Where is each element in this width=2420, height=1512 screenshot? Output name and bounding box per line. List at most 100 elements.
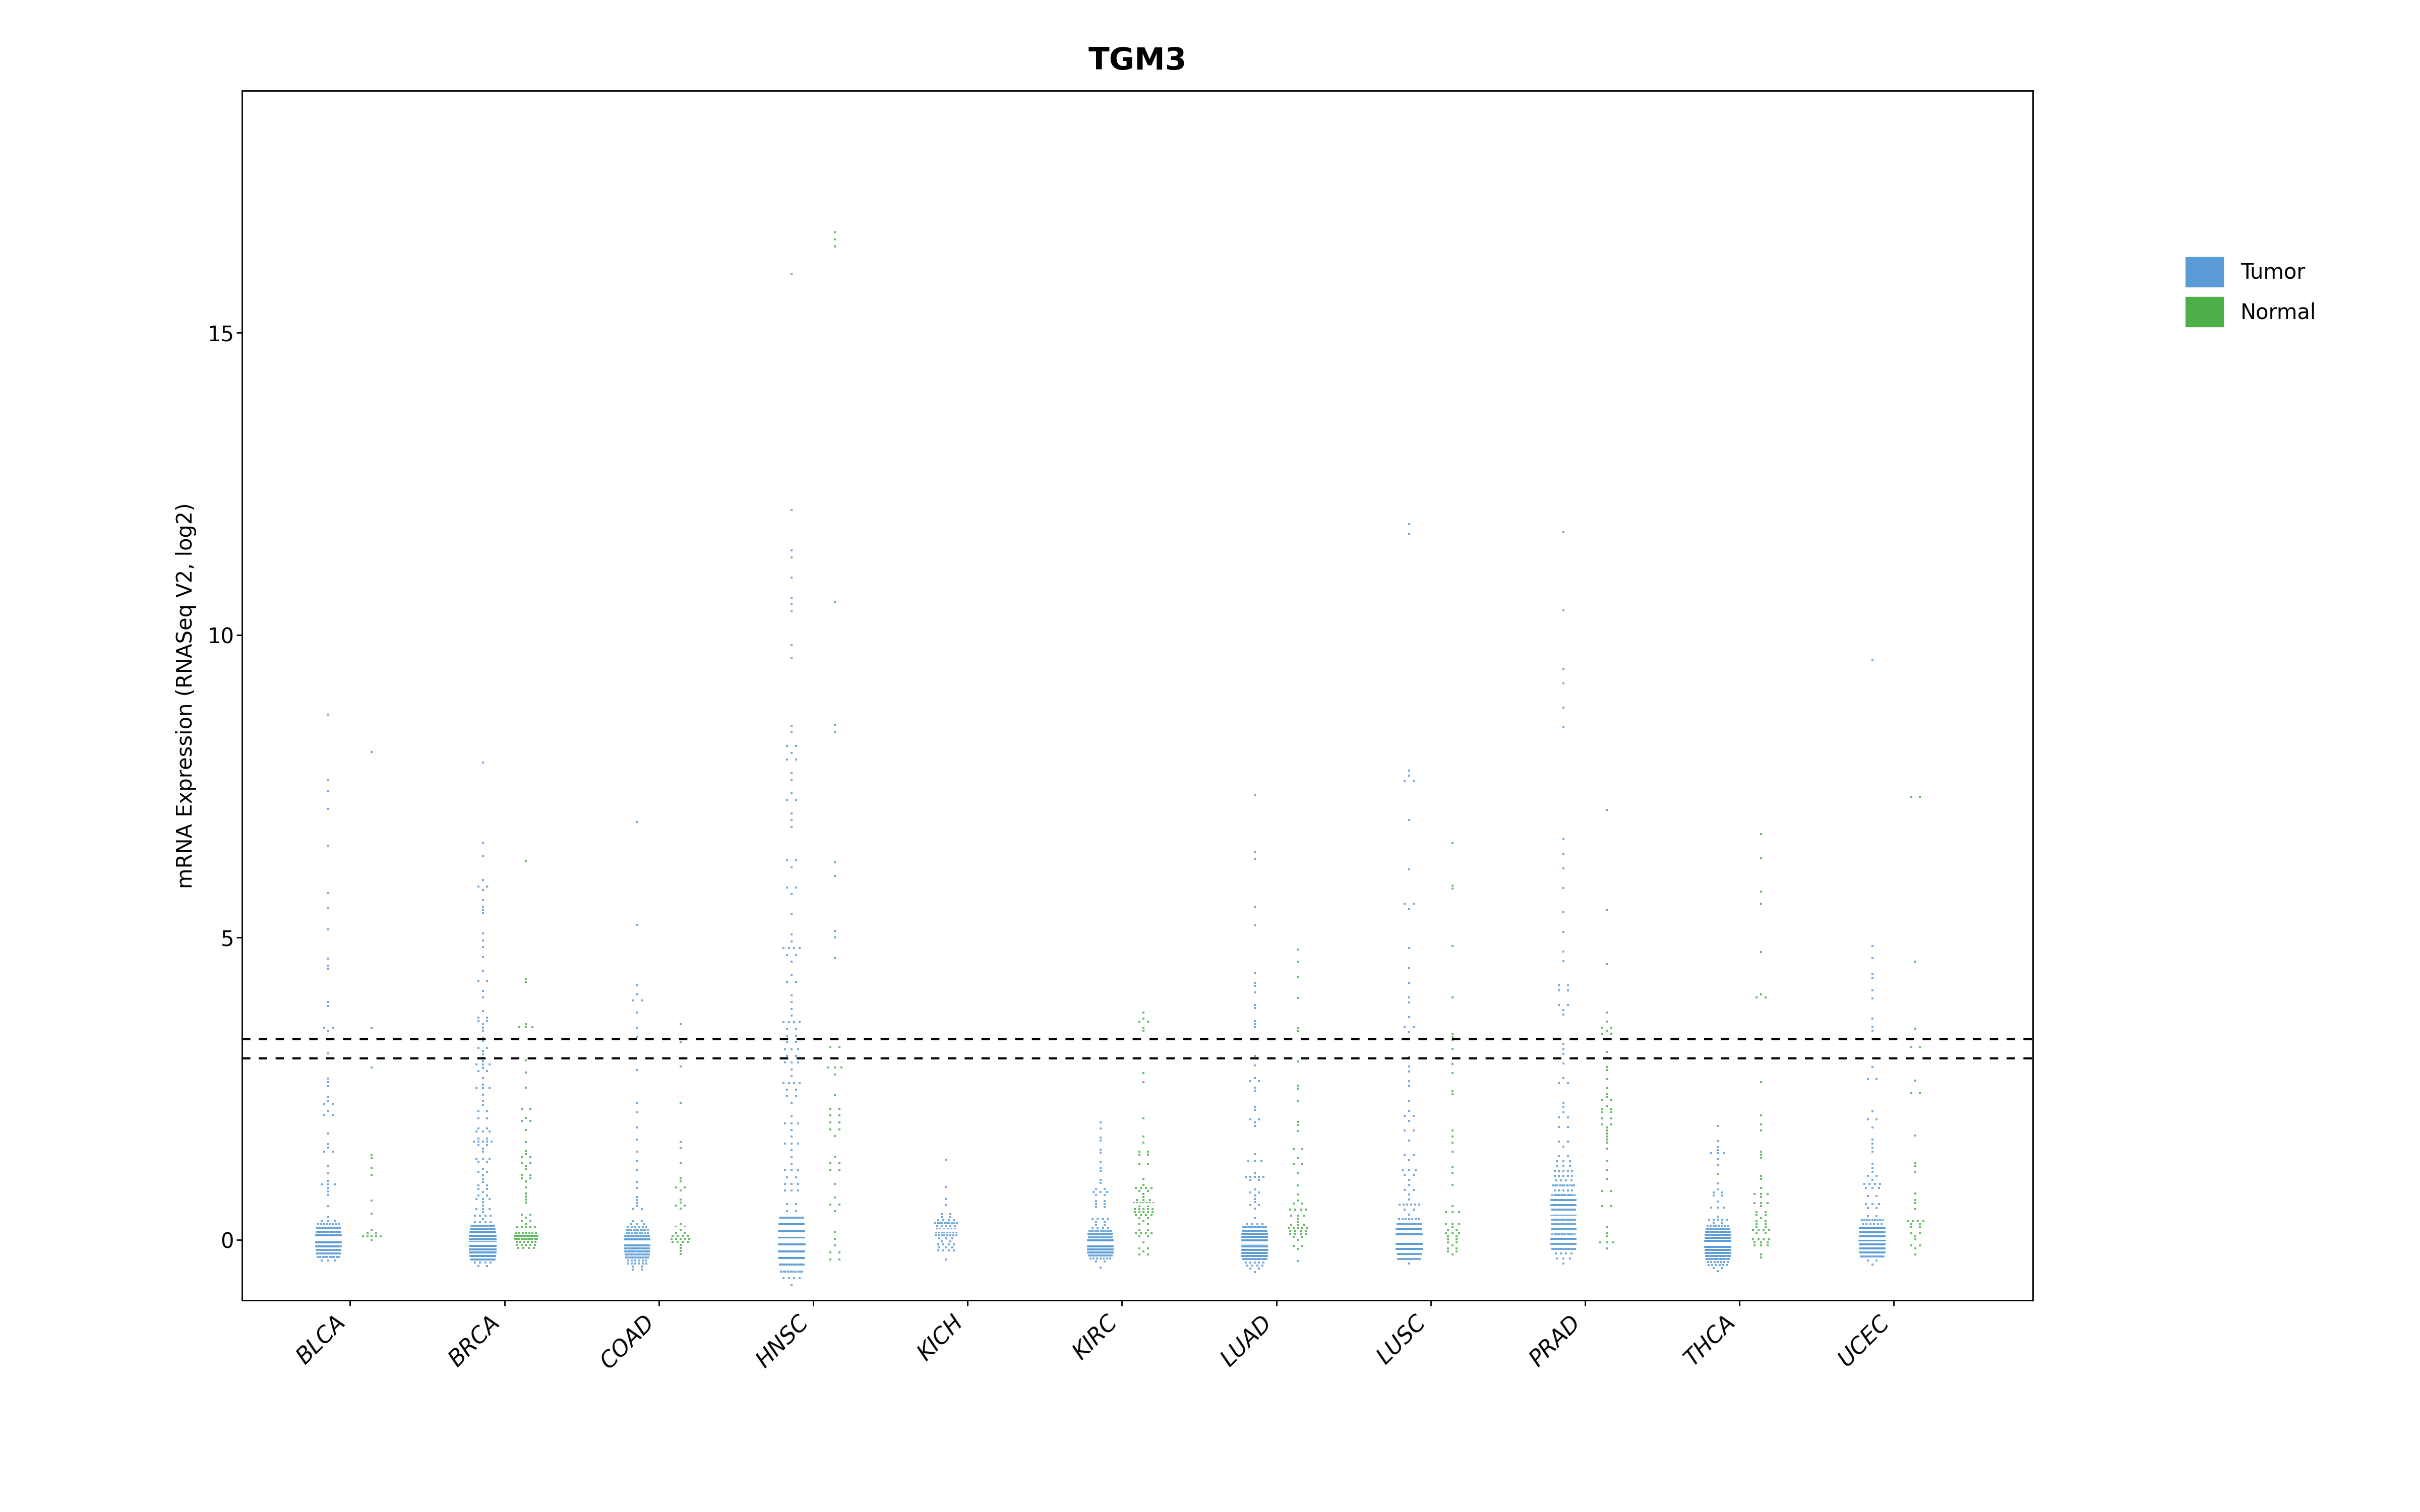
Point [1244, 1231, 1283, 1255]
Point [322, 1223, 361, 1247]
Point [469, 1237, 508, 1261]
Point [465, 1220, 503, 1244]
Point [1229, 1234, 1268, 1258]
Point [617, 1092, 656, 1116]
Point [1399, 1222, 1437, 1246]
Point [1237, 1228, 1275, 1252]
Point [1234, 1216, 1273, 1240]
Point [1091, 1243, 1130, 1267]
Point [508, 1223, 547, 1247]
Point [1246, 1231, 1285, 1255]
Point [450, 1237, 489, 1261]
Point [457, 1231, 496, 1255]
Point [465, 1049, 503, 1074]
Point [1897, 1154, 1936, 1178]
Point [1556, 1213, 1595, 1237]
Point [1382, 1222, 1421, 1246]
Point [1842, 1208, 1880, 1232]
Point [1692, 1250, 1730, 1275]
Point [1861, 1228, 1900, 1252]
Point [1542, 1226, 1580, 1250]
Point [1394, 1226, 1433, 1250]
Point [298, 1226, 336, 1250]
Point [474, 1220, 513, 1244]
Point [1546, 1202, 1585, 1226]
Point [453, 1237, 491, 1261]
Point [315, 1231, 353, 1255]
Point [1283, 1191, 1321, 1216]
Point [1711, 1244, 1750, 1269]
Point [472, 1237, 511, 1261]
Point [1072, 1237, 1111, 1261]
Point [774, 1232, 813, 1256]
Point [1246, 1238, 1285, 1263]
Point [1539, 1226, 1578, 1250]
Point [465, 1167, 503, 1191]
Point [469, 1223, 508, 1247]
Point [1534, 1188, 1573, 1213]
Point [450, 1234, 489, 1258]
Point [1225, 1222, 1263, 1246]
Point [1537, 1232, 1575, 1256]
Point [777, 1240, 816, 1264]
Point [927, 1187, 966, 1211]
Point [1239, 1238, 1278, 1263]
Point [1384, 1222, 1423, 1246]
Point [469, 1231, 508, 1255]
Point [627, 1252, 666, 1276]
Point [767, 1219, 806, 1243]
Point [472, 1223, 511, 1247]
Point [460, 1176, 499, 1201]
Point [310, 1208, 348, 1232]
Point [1595, 1231, 1634, 1255]
Point [772, 1219, 811, 1243]
Point [1854, 1228, 1892, 1252]
Point [467, 1223, 506, 1247]
Point [1396, 1226, 1435, 1250]
Point [1237, 1231, 1275, 1255]
Point [779, 1219, 818, 1243]
Point [1846, 1225, 1885, 1249]
Point [310, 1231, 348, 1255]
Point [455, 1244, 494, 1269]
Point [469, 1240, 508, 1264]
Point [607, 1219, 646, 1243]
Point [782, 1259, 820, 1284]
Point [1428, 1228, 1467, 1252]
Point [816, 1234, 854, 1258]
Point [1379, 1217, 1418, 1241]
Point [1237, 1222, 1275, 1246]
Point [1742, 983, 1781, 1007]
Point [1125, 1188, 1164, 1213]
Point [460, 1234, 499, 1258]
Point [1539, 1226, 1578, 1250]
Point [1689, 1217, 1728, 1241]
Point [315, 1234, 353, 1258]
Point [1863, 1228, 1902, 1252]
Point [1689, 1223, 1728, 1247]
Point [469, 1119, 508, 1143]
Point [922, 1202, 961, 1226]
Point [1394, 1232, 1433, 1256]
Point [1392, 1237, 1430, 1261]
Point [472, 1231, 511, 1255]
Point [782, 1240, 820, 1264]
Point [305, 1231, 344, 1255]
Point [462, 1234, 501, 1258]
Point [765, 1111, 803, 1136]
Point [1389, 1226, 1428, 1250]
Point [622, 1240, 661, 1264]
Point [1735, 1191, 1774, 1216]
Point [310, 1019, 348, 1043]
Point [469, 1214, 508, 1238]
Point [1851, 1232, 1890, 1256]
Point [1542, 1193, 1580, 1217]
Point [1089, 1222, 1128, 1246]
Point [469, 1228, 508, 1252]
Point [1089, 1228, 1128, 1252]
Point [1384, 1207, 1423, 1231]
Point [1692, 1241, 1730, 1266]
Point [1699, 1226, 1738, 1250]
Point [1556, 1222, 1595, 1246]
Point [765, 1213, 803, 1237]
